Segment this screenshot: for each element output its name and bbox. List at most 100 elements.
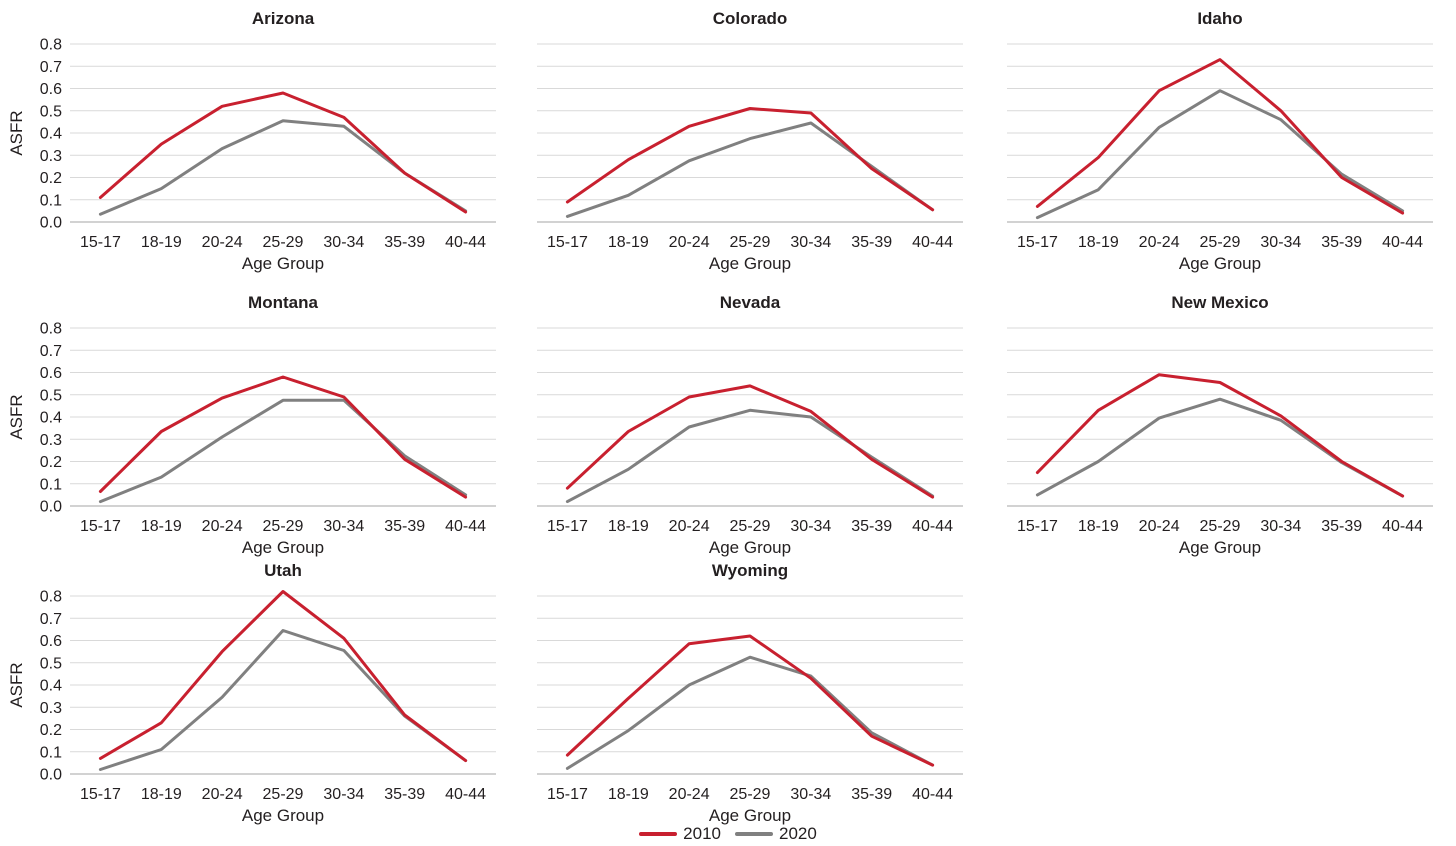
y-axis-label: ASFR xyxy=(7,662,26,707)
y-tick-label: 0.0 xyxy=(40,499,62,516)
x-tick-label: 40-44 xyxy=(912,234,953,251)
legend-item-2020: 2020 xyxy=(735,824,817,844)
x-tick-label: 15-17 xyxy=(547,518,588,535)
y-tick-label: 0.7 xyxy=(40,611,62,628)
x-tick-label: 25-29 xyxy=(263,234,304,251)
x-tick-label: 18-19 xyxy=(1078,234,1119,251)
legend-label-2020: 2020 xyxy=(779,824,817,843)
series-line-2020 xyxy=(98,398,468,504)
y-tick-label: 0.0 xyxy=(40,215,62,232)
x-axis-label: Age Group xyxy=(709,254,791,273)
chart-panel-nevada: Nevada 15-17 18-19 20-24 25-29 30-34 35-39 40-4… xyxy=(537,293,963,557)
x-tick-label: 30-34 xyxy=(323,786,364,803)
x-tick-label: 25-29 xyxy=(730,518,771,535)
x-tick-label: 20-24 xyxy=(1139,234,1180,251)
x-tick-label: 20-24 xyxy=(202,786,243,803)
x-tick-label: 18-19 xyxy=(608,518,649,535)
x-tick-label: 25-29 xyxy=(730,786,771,803)
y-tick-label: 0.6 xyxy=(40,365,62,382)
legend-label-2010: 2010 xyxy=(683,824,721,843)
x-tick-label: 25-29 xyxy=(263,786,304,803)
x-tick-label: 20-24 xyxy=(202,234,243,251)
chart-panel-arizona: Arizona 0.0 0.1 0.2 0.3 0.4 0.5 0.6 0.7 0.8 ASFR 15… xyxy=(7,9,496,273)
x-tick-label: 30-34 xyxy=(790,518,831,535)
chart-legend: 2010 2020 xyxy=(0,822,1456,846)
chart-panel-new-mexico: New Mexico 15-17 18-19 20-24 25-29 30-34 35-39… xyxy=(1007,293,1433,557)
x-axis-label: Age Group xyxy=(242,806,324,825)
series-line-2010 xyxy=(565,107,935,212)
x-tick-label: 30-34 xyxy=(790,234,831,251)
chart-panel-wyoming: Wyoming 15-17 18-19 20-24 25-29 30-34 35-39 40-… xyxy=(537,561,963,825)
x-tick-label: 18-19 xyxy=(1078,518,1119,535)
x-tick-label: 15-17 xyxy=(547,234,588,251)
chart-title: Idaho xyxy=(1197,9,1242,28)
x-tick-label: 35-39 xyxy=(851,518,892,535)
y-tick-label: 0.1 xyxy=(40,476,62,493)
series-line-2010 xyxy=(98,375,468,499)
x-tick-label: 15-17 xyxy=(80,518,121,535)
y-tick-label: 0.2 xyxy=(40,722,62,739)
x-tick-label: 18-19 xyxy=(608,234,649,251)
chart-panel-utah: Utah 0.0 0.1 0.2 0.3 0.4 0.5 0.6 0.7 0.8 ASFR 15-17… xyxy=(7,561,496,825)
x-tick-label: 40-44 xyxy=(1382,234,1423,251)
x-tick-label: 15-17 xyxy=(80,786,121,803)
x-tick-label: 18-19 xyxy=(608,786,649,803)
series-line-2010 xyxy=(98,590,468,763)
y-tick-label: 0.8 xyxy=(40,37,62,54)
chart-title: Nevada xyxy=(720,293,781,312)
x-tick-label: 25-29 xyxy=(1200,234,1241,251)
y-tick-label: 0.3 xyxy=(40,700,62,717)
y-tick-label: 0.8 xyxy=(40,321,62,338)
x-tick-label: 15-17 xyxy=(547,786,588,803)
x-tick-label: 40-44 xyxy=(445,786,486,803)
chart-title: Colorado xyxy=(713,9,788,28)
series-line-2020 xyxy=(1035,397,1405,498)
x-tick-label: 15-17 xyxy=(1017,234,1058,251)
x-tick-label: 40-44 xyxy=(445,518,486,535)
y-tick-label: 0.4 xyxy=(40,678,62,695)
y-axis-label: ASFR xyxy=(7,394,26,439)
x-axis-label: Age Group xyxy=(709,538,791,557)
x-tick-label: 18-19 xyxy=(141,234,182,251)
x-tick-label: 25-29 xyxy=(263,518,304,535)
x-tick-label: 30-34 xyxy=(323,234,364,251)
x-tick-label: 20-24 xyxy=(669,234,710,251)
y-tick-label: 0.4 xyxy=(40,126,62,143)
series-line-2020 xyxy=(98,629,468,771)
x-axis-label: Age Group xyxy=(242,254,324,273)
y-tick-label: 0.5 xyxy=(40,655,62,672)
chart-title: Wyoming xyxy=(712,561,788,580)
series-line-2010 xyxy=(565,384,935,499)
x-tick-label: 35-39 xyxy=(1321,518,1362,535)
x-tick-label: 30-34 xyxy=(790,786,831,803)
y-tick-label: 0.5 xyxy=(40,387,62,404)
series-line-2020 xyxy=(565,121,935,218)
x-tick-label: 35-39 xyxy=(384,234,425,251)
y-tick-label: 0.2 xyxy=(40,454,62,471)
x-tick-label: 40-44 xyxy=(445,234,486,251)
x-tick-label: 30-34 xyxy=(1260,234,1301,251)
x-tick-label: 15-17 xyxy=(1017,518,1058,535)
y-tick-label: 0.5 xyxy=(40,103,62,120)
y-tick-label: 0.2 xyxy=(40,170,62,187)
x-tick-label: 20-24 xyxy=(1139,518,1180,535)
y-tick-label: 0.7 xyxy=(40,343,62,360)
chart-title: Arizona xyxy=(252,9,315,28)
y-tick-label: 0.1 xyxy=(40,192,62,209)
series-line-2020 xyxy=(1035,89,1405,220)
series-line-2010 xyxy=(1035,58,1405,215)
legend-swatch-2010 xyxy=(639,832,678,836)
x-tick-label: 25-29 xyxy=(730,234,771,251)
x-tick-label: 20-24 xyxy=(202,518,243,535)
y-tick-label: 0.6 xyxy=(40,81,62,98)
y-tick-label: 0.8 xyxy=(40,589,62,606)
series-line-2010 xyxy=(565,634,935,767)
chart-title: Utah xyxy=(264,561,302,580)
x-tick-label: 40-44 xyxy=(912,518,953,535)
chart-panel-colorado: Colorado 15-17 18-19 20-24 25-29 30-34 35-39 40… xyxy=(537,9,963,273)
series-line-2020 xyxy=(565,408,935,504)
x-axis-label: Age Group xyxy=(709,806,791,825)
y-tick-label: 0.0 xyxy=(40,767,62,784)
series-line-2010 xyxy=(98,91,468,214)
